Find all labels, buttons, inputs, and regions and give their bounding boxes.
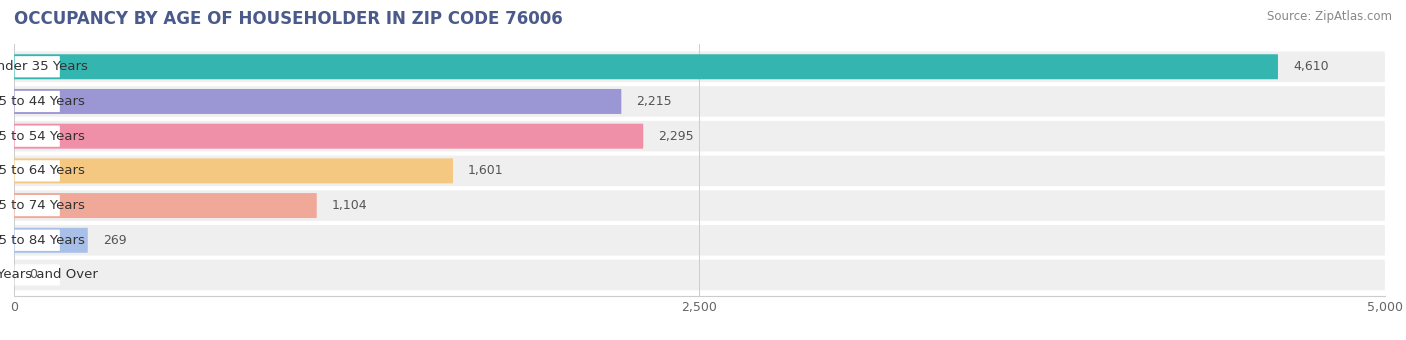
FancyBboxPatch shape (14, 54, 1278, 79)
FancyBboxPatch shape (14, 51, 1385, 82)
FancyBboxPatch shape (14, 193, 316, 218)
FancyBboxPatch shape (14, 228, 87, 253)
FancyBboxPatch shape (14, 265, 60, 286)
FancyBboxPatch shape (14, 190, 1385, 221)
Text: 4,610: 4,610 (1294, 60, 1329, 73)
FancyBboxPatch shape (14, 121, 1385, 151)
FancyBboxPatch shape (14, 195, 60, 216)
FancyBboxPatch shape (14, 89, 621, 114)
FancyBboxPatch shape (14, 91, 60, 112)
FancyBboxPatch shape (14, 225, 1385, 256)
Text: 65 to 74 Years: 65 to 74 Years (0, 199, 84, 212)
Text: 85 Years and Over: 85 Years and Over (0, 269, 98, 282)
FancyBboxPatch shape (14, 160, 60, 182)
Text: 2,215: 2,215 (637, 95, 672, 108)
Text: Under 35 Years: Under 35 Years (0, 60, 87, 73)
Text: 1,601: 1,601 (468, 164, 503, 177)
Text: 2,295: 2,295 (658, 130, 695, 143)
Text: 0: 0 (30, 269, 37, 282)
Text: 35 to 44 Years: 35 to 44 Years (0, 95, 84, 108)
Text: 55 to 64 Years: 55 to 64 Years (0, 164, 84, 177)
FancyBboxPatch shape (14, 125, 60, 147)
FancyBboxPatch shape (14, 158, 453, 183)
Text: 75 to 84 Years: 75 to 84 Years (0, 234, 84, 247)
FancyBboxPatch shape (14, 56, 60, 78)
FancyBboxPatch shape (14, 124, 644, 149)
Text: OCCUPANCY BY AGE OF HOUSEHOLDER IN ZIP CODE 76006: OCCUPANCY BY AGE OF HOUSEHOLDER IN ZIP C… (14, 10, 562, 28)
FancyBboxPatch shape (14, 260, 1385, 290)
Text: 1,104: 1,104 (332, 199, 367, 212)
Text: Source: ZipAtlas.com: Source: ZipAtlas.com (1267, 10, 1392, 23)
FancyBboxPatch shape (14, 230, 60, 251)
FancyBboxPatch shape (14, 156, 1385, 186)
Text: 45 to 54 Years: 45 to 54 Years (0, 130, 84, 143)
FancyBboxPatch shape (14, 86, 1385, 117)
Text: 269: 269 (103, 234, 127, 247)
